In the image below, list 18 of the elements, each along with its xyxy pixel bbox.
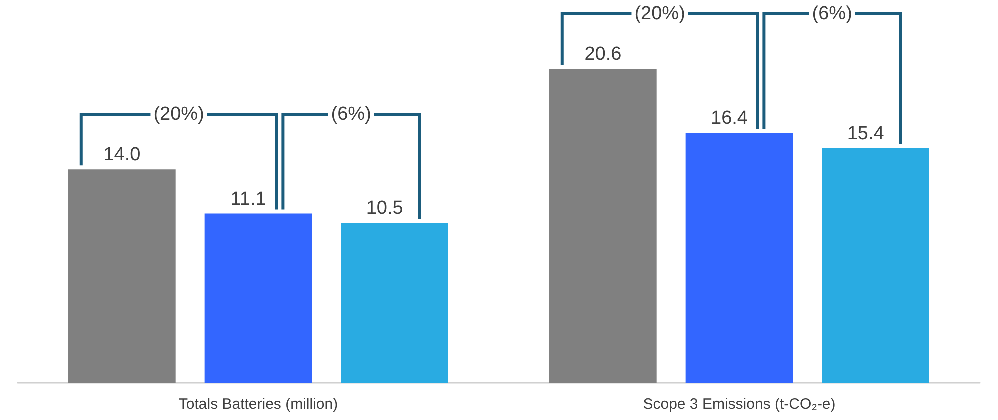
x-tick-label: Scope 3 Emissions (t-CO₂-e) <box>643 396 836 413</box>
annotation: (6%) <box>331 104 372 126</box>
bar <box>341 222 448 383</box>
data-label: 10.5 <box>366 198 404 219</box>
bar <box>550 69 657 383</box>
text: (20%) <box>634 4 686 24</box>
data-label: 20.6 <box>584 44 622 65</box>
data-label: 11.1 <box>230 188 266 210</box>
bar <box>822 148 930 383</box>
data-label: 14.0 <box>104 144 141 166</box>
bar <box>686 133 794 383</box>
data-label: 16.4 <box>711 108 748 130</box>
data-label: 15.4 <box>847 123 885 144</box>
text: (6%) <box>812 4 852 24</box>
annotation: (20%) <box>154 104 204 126</box>
x-tick-label: Totals Batteries (million) <box>178 396 338 413</box>
bar <box>204 214 312 383</box>
bar <box>68 170 176 383</box>
